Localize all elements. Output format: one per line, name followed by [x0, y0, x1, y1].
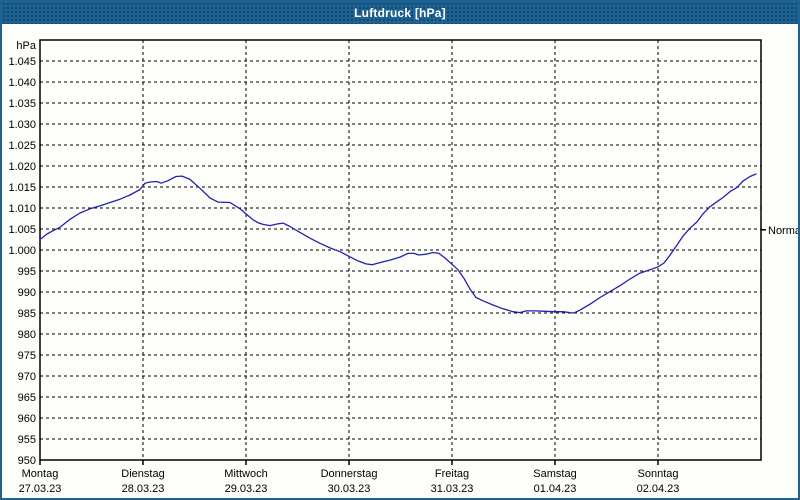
y-tick-label: 985	[18, 308, 36, 320]
date-label: 28.03.23	[122, 483, 165, 495]
y-tick-label: 970	[18, 371, 36, 383]
y-tick-label: 980	[18, 329, 36, 341]
unit-label: hPa	[16, 40, 36, 52]
y-tick-label: 1.005	[8, 224, 36, 236]
date-label: 31.03.23	[431, 483, 474, 495]
date-label: 27.03.23	[19, 483, 62, 495]
y-tick-label: 1.020	[8, 161, 36, 173]
day-label: Dienstag	[121, 468, 164, 480]
day-label: Samstag	[533, 468, 576, 480]
y-tick-label: 1.030	[8, 119, 36, 131]
y-tick-label: 1.045	[8, 56, 36, 68]
y-tick-label: 1.000	[8, 245, 36, 257]
y-tick-label: 975	[18, 350, 36, 362]
date-label: 29.03.23	[225, 483, 268, 495]
y-tick-label: 1.025	[8, 140, 36, 152]
y-tick-label: 990	[18, 287, 36, 299]
pressure-line	[39, 173, 757, 314]
y-tick-label: 965	[18, 392, 36, 404]
day-label: Freitag	[435, 468, 469, 480]
day-label: Sonntag	[638, 468, 679, 480]
title-bar: Luftdruck [hPa]	[2, 2, 798, 24]
day-label: Mittwoch	[224, 468, 267, 480]
date-label: 02.04.23	[637, 483, 680, 495]
y-tick-label: 950	[18, 455, 36, 467]
y-tick-label: 1.015	[8, 182, 36, 194]
date-label: 01.04.23	[534, 483, 577, 495]
y-tick-label: 1.010	[8, 203, 36, 215]
date-label: 30.03.23	[328, 483, 371, 495]
plot-border	[39, 39, 762, 461]
day-label: Montag	[22, 468, 59, 480]
y-tick-label: 1.040	[8, 77, 36, 89]
y-tick-label: 995	[18, 266, 36, 278]
window-title: Luftdruck [hPa]	[354, 6, 446, 20]
normal-label: Normal	[768, 225, 798, 237]
day-label: Donnerstag	[321, 468, 378, 480]
y-tick-label: 960	[18, 413, 36, 425]
y-tick-label: 1.035	[8, 98, 36, 110]
y-tick-label: 955	[18, 434, 36, 446]
